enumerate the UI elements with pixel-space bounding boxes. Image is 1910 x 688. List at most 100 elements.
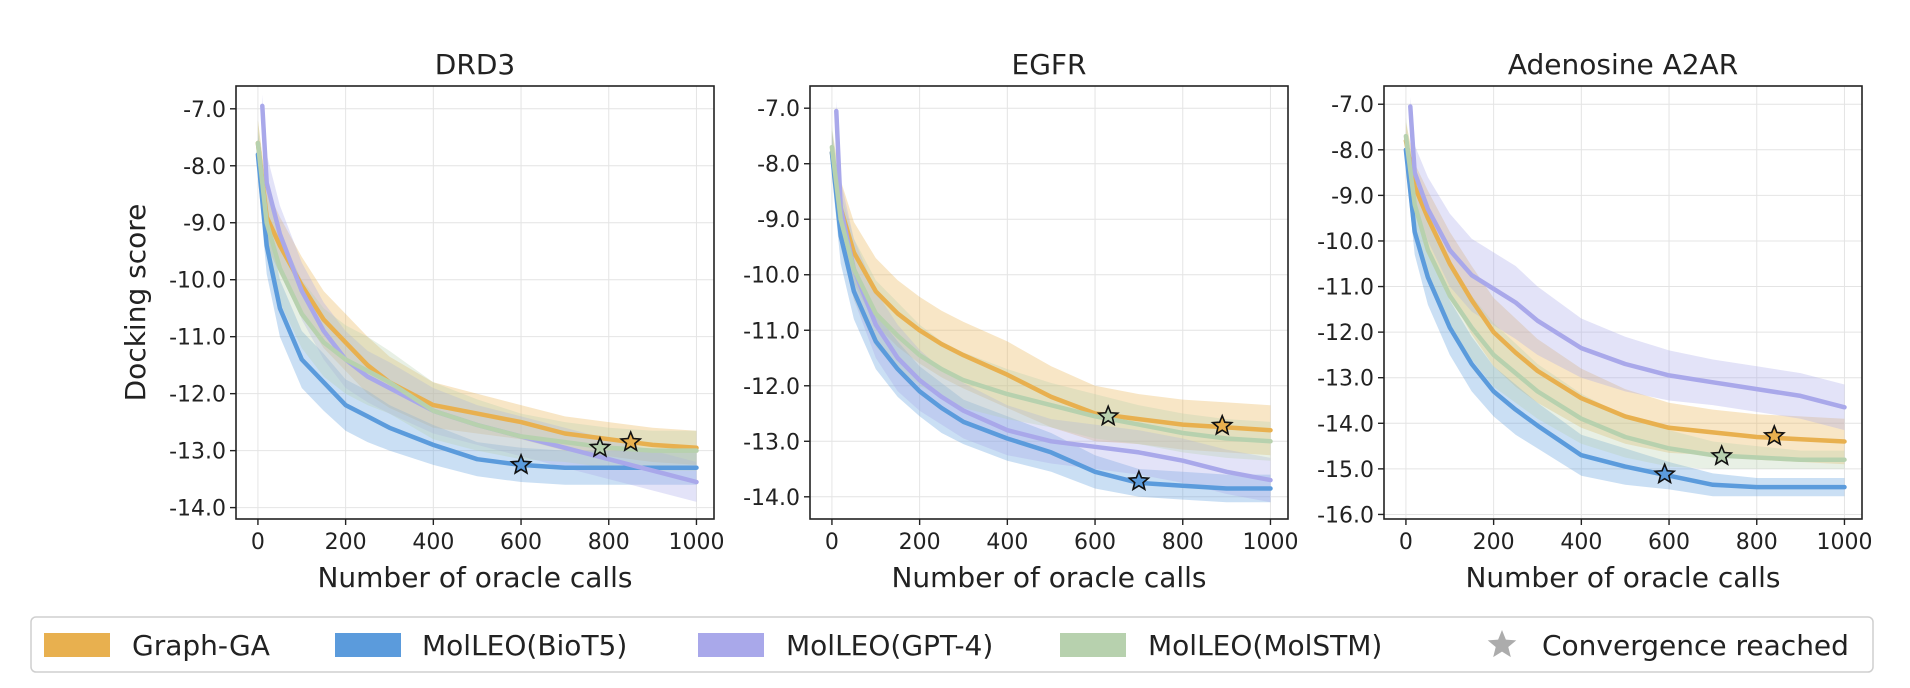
xtick-label: 800	[588, 530, 630, 555]
xtick-label: 400	[1560, 530, 1602, 555]
band-molleo-molstm	[831, 124, 1271, 461]
x-axis-label: Number of oracle calls	[317, 561, 632, 594]
band-molleo-gpt-4	[262, 94, 697, 502]
x-axis-label: Number of oracle calls	[891, 561, 1206, 594]
legend-star-icon	[1487, 630, 1517, 658]
line-graph-ga	[829, 150, 1273, 433]
ytick-label: -8.0	[183, 155, 226, 180]
convergence-star-molleo-biot5	[1653, 462, 1677, 485]
xtick-label: 400	[986, 530, 1028, 555]
band-molleo-molstm	[1405, 117, 1845, 469]
x-axis-label: Number of oracle calls	[1465, 561, 1780, 594]
convergence-star-molleo-molstm	[588, 435, 612, 458]
panel-title: Adenosine A2AR	[1508, 48, 1738, 81]
line-molleo-gpt-4	[1408, 104, 1847, 410]
xtick-label: 0	[251, 530, 265, 555]
line-molleo-molstm	[829, 144, 1273, 444]
y-axis-label: Docking score	[119, 204, 152, 402]
ytick-label: -10.0	[1317, 230, 1374, 255]
xtick-label: 200	[325, 530, 367, 555]
ytick-label: -13.0	[743, 430, 800, 455]
xtick-label: 1000	[1816, 530, 1872, 555]
ytick-label: -10.0	[169, 269, 226, 294]
legend-item-graph-ga: Graph-GA	[44, 629, 270, 662]
line-molleo-biot5	[255, 152, 699, 470]
band-molleo-biot5	[1405, 131, 1845, 497]
legend-label: MolLEO(MolSTM)	[1148, 629, 1382, 662]
ytick-label: -12.0	[169, 383, 226, 408]
xtick-label: 800	[1162, 530, 1204, 555]
band-molleo-gpt-4	[836, 99, 1271, 503]
legend-item-molleo-biot5: MolLEO(BioT5)	[335, 629, 627, 662]
ytick-label: -13.0	[169, 440, 226, 465]
ytick-label: -11.0	[1317, 276, 1374, 301]
xtick-label: 0	[1399, 530, 1413, 555]
ytick-label: -7.0	[757, 97, 800, 122]
convergence-star-graph-ga	[1210, 413, 1234, 436]
convergence-star-molleo-biot5	[509, 452, 533, 475]
xtick-label: 200	[1473, 530, 1515, 555]
legend-label: Graph-GA	[132, 629, 270, 662]
ytick-label: -8.0	[757, 153, 800, 178]
band-molleo-molstm	[257, 120, 697, 471]
legend-swatch	[1060, 633, 1126, 657]
xtick-label: 400	[412, 530, 454, 555]
panel-title: DRD3	[435, 48, 515, 81]
panel-title: EGFR	[1012, 48, 1087, 81]
ytick-label: -9.0	[757, 208, 800, 233]
legend-swatch	[698, 633, 764, 657]
ytick-label: -16.0	[1317, 503, 1374, 528]
ytick-label: -15.0	[1317, 458, 1374, 483]
legend-swatch	[335, 633, 401, 657]
xtick-label: 200	[899, 530, 941, 555]
ytick-label: -12.0	[1317, 321, 1374, 346]
ytick-label: -14.0	[743, 486, 800, 511]
line-molleo-molstm	[1403, 133, 1847, 462]
frame-egfr	[809, 85, 1289, 520]
convergence-star-molleo-biot5	[1127, 469, 1151, 492]
convergence-star-graph-ga	[1762, 423, 1786, 446]
band-graph-ga	[831, 130, 1271, 456]
ytick-label: -14.0	[1317, 412, 1374, 437]
ytick-label: -7.0	[183, 98, 226, 123]
legend-swatch	[44, 633, 110, 657]
convergence-star-graph-ga	[619, 429, 643, 452]
xtick-label: 800	[1736, 530, 1778, 555]
convergence-star-molleo-molstm	[1710, 443, 1734, 466]
ytick-label: -14.0	[169, 497, 226, 522]
band-molleo-biot5	[257, 131, 697, 485]
ytick-label: -11.0	[743, 319, 800, 344]
band-graph-ga	[1405, 122, 1845, 465]
legend-item-convergence-reached: Convergence reached	[1487, 629, 1849, 662]
ytick-label: -7.0	[1331, 93, 1374, 118]
line-molleo-biot5	[829, 150, 1273, 491]
frame-drd3	[235, 85, 715, 520]
ytick-label: -11.0	[169, 326, 226, 351]
legend-label: Convergence reached	[1542, 629, 1849, 662]
legend-item-molleo-gpt-4: MolLEO(GPT-4)	[698, 629, 993, 662]
plot-area-egfr	[829, 99, 1273, 503]
convergence-star-molleo-molstm	[1096, 404, 1120, 427]
xtick-label: 600	[500, 530, 542, 555]
legend-box	[30, 616, 1874, 673]
xtick-label: 1000	[1242, 530, 1298, 555]
line-molleo-biot5	[1403, 147, 1847, 490]
legend-label: MolLEO(GPT-4)	[786, 629, 993, 662]
panel-egfr: 0 200 400 600 800 1000 -7.0 -8.0 -9.0 -10.0 -11.0 -…	[743, 48, 1298, 594]
ytick-label: -10.0	[743, 264, 800, 289]
panel-drd3: 0 200 400 600 800 1000 -7.0 -8.0 -9.0 -10.0 -11.0 -…	[119, 48, 724, 594]
panel-adenosine-a2ar: 0 200 400 600 800 1000 -7.0 -8.0 -9.0 -10.0 -11.0 -…	[1317, 48, 1872, 594]
legend-item-molleo-molstm: MolLEO(MolSTM)	[1060, 629, 1382, 662]
xtick-label: 1000	[668, 530, 724, 555]
xtick-label: 600	[1648, 530, 1690, 555]
line-graph-ga	[1403, 138, 1847, 444]
xtick-label: 600	[1074, 530, 1116, 555]
frame-adenosine-a2ar	[1383, 85, 1863, 520]
ytick-label: -9.0	[183, 212, 226, 237]
plot-area-adenosine-a2ar	[1403, 97, 1847, 497]
xtick-label: 0	[825, 530, 839, 555]
ytick-label: -9.0	[1331, 184, 1374, 209]
ytick-label: -13.0	[1317, 367, 1374, 392]
ytick-label: -8.0	[1331, 139, 1374, 164]
